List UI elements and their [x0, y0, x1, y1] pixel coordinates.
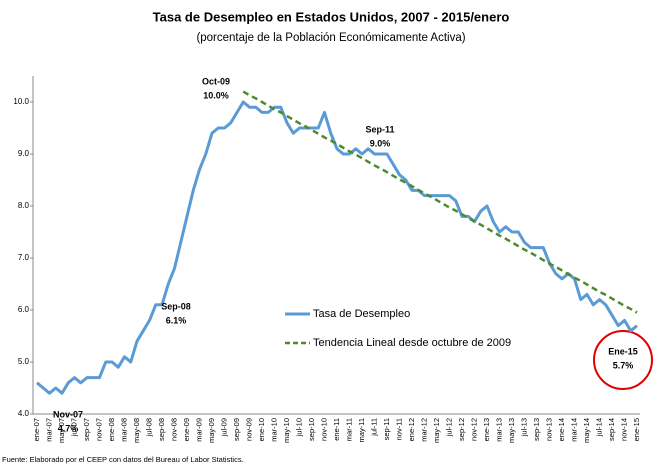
legend-label: Tendencia Lineal desde octubre de 2009: [313, 337, 511, 349]
x-tick-label: ene-15: [632, 418, 641, 441]
x-tick-label: ene-07: [32, 418, 41, 441]
y-tick-label: 4.0: [18, 409, 30, 418]
x-tick-label: mar-07: [44, 418, 53, 442]
x-tick-label: nov-07: [94, 418, 103, 441]
y-tick-label: 6.0: [18, 305, 30, 314]
x-tick-label: nov-14: [619, 418, 628, 441]
chart-subtitle: (porcentaje de la Población Económicamen…: [196, 32, 465, 44]
x-tick-label: nov-13: [544, 418, 553, 441]
y-tick-label: 7.0: [18, 253, 30, 262]
x-tick-label: sep-10: [307, 418, 316, 441]
x-tick-label: jul-11: [369, 418, 378, 437]
x-tick-label: sep-13: [532, 418, 541, 441]
x-tick-label: nov-08: [169, 418, 178, 441]
x-tick-label: mar-12: [419, 418, 428, 442]
x-tick-label: ene-10: [257, 418, 266, 441]
x-tick-label: mar-08: [119, 418, 128, 442]
x-tick-label: jul-12: [444, 418, 453, 437]
x-tick-label: may-07: [57, 418, 66, 443]
x-tick-label: sep-09: [232, 418, 241, 441]
annotation-value: 10.0%: [203, 90, 229, 100]
x-tick-label: mar-10: [269, 418, 278, 442]
x-tick-label: nov-11: [394, 418, 403, 440]
x-tick-label: may-13: [507, 418, 516, 443]
x-tick-label: mar-09: [194, 418, 203, 442]
x-tick-label: mar-14: [569, 418, 578, 442]
x-tick-label: jul-13: [519, 418, 528, 437]
annotation-title: Sep-08: [161, 301, 191, 311]
x-tick-label: ene-08: [107, 418, 116, 441]
annotation-value: 9.0%: [370, 138, 391, 148]
annotation-title: Oct-09: [202, 76, 230, 86]
source-note: Fuente: Elaborado por el CEEP con datos …: [2, 455, 244, 464]
series-line: [242, 90, 638, 314]
x-tick-label: nov-12: [469, 418, 478, 441]
annotation-title: Ene-15: [608, 346, 638, 356]
x-tick-label: ene-13: [482, 418, 491, 441]
annotation-title: Nov-07: [53, 409, 83, 419]
x-tick-label: jul-08: [144, 418, 153, 437]
x-tick-label: jul-07: [69, 418, 78, 437]
annotation-title: Sep-11: [365, 124, 394, 134]
x-tick-label: nov-10: [319, 418, 328, 441]
x-tick-label: sep-12: [457, 418, 466, 441]
x-tick-label: may-11: [357, 418, 366, 442]
x-tick-label: sep-14: [607, 418, 616, 441]
x-tick-label: sep-11: [382, 418, 391, 440]
x-tick-label: jul-10: [294, 418, 303, 437]
y-tick-label: 9.0: [18, 149, 30, 158]
annotation-value: 4.7%: [58, 423, 79, 433]
x-tick-label: ene-14: [557, 418, 566, 441]
y-tick-label: 5.0: [18, 357, 30, 366]
x-tick-label: may-09: [207, 418, 216, 443]
legend-label: Tasa de Desempleo: [313, 308, 410, 320]
x-tick-label: nov-09: [244, 418, 253, 441]
annotation-value: 6.1%: [166, 315, 187, 325]
x-tick-label: sep-08: [157, 418, 166, 441]
x-tick-label: may-08: [132, 418, 141, 443]
x-tick-label: may-14: [582, 418, 591, 443]
x-tick-label: mar-11: [344, 418, 353, 441]
y-tick-label: 10.0: [13, 97, 29, 106]
x-tick-label: ene-09: [182, 418, 191, 441]
x-tick-label: may-10: [282, 418, 291, 443]
x-tick-label: mar-13: [494, 418, 503, 442]
highlight-circle: [593, 330, 653, 390]
x-tick-label: jul-09: [219, 418, 228, 437]
annotation-value: 5.7%: [613, 360, 634, 370]
x-tick-label: sep-07: [82, 418, 91, 441]
x-tick-label: ene-11: [332, 418, 341, 441]
y-tick-label: 8.0: [18, 201, 30, 210]
chart-title: Tasa de Desempleo en Estados Unidos, 200…: [153, 9, 510, 24]
x-tick-label: jul-14: [594, 418, 603, 437]
x-tick-label: ene-12: [407, 418, 416, 441]
series-line: [36, 100, 638, 395]
x-tick-label: may-12: [432, 418, 441, 443]
